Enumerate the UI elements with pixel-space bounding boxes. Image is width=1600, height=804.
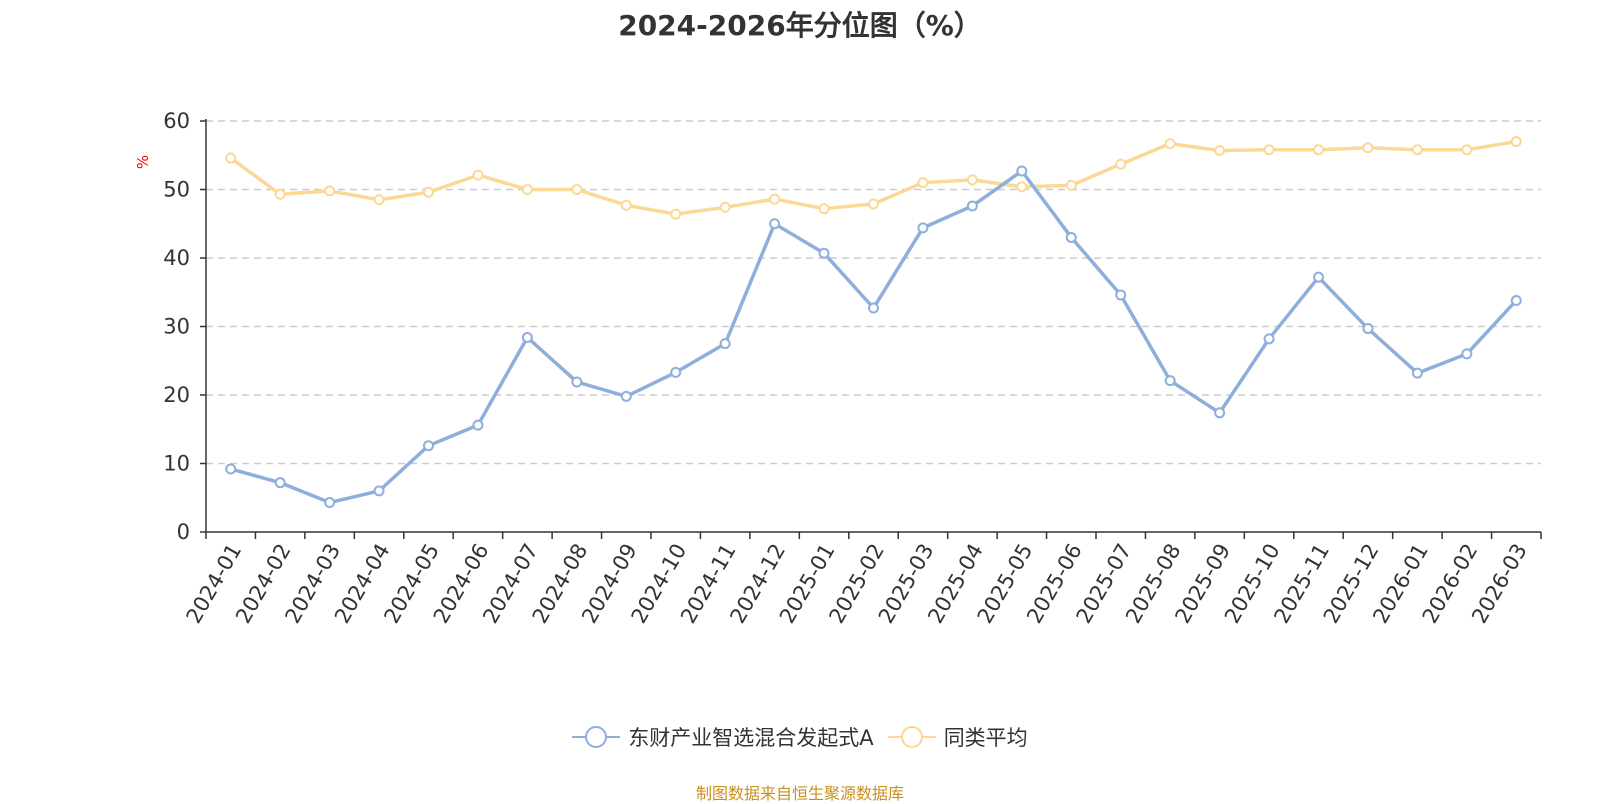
legend-item-fund[interactable]: 东财产业智选混合发起式A [572,722,874,752]
fund-point [1115,289,1127,301]
average-point [719,201,731,213]
average-point [620,199,632,211]
fund-point [472,419,484,431]
fund-point [225,463,237,475]
average-point [1214,144,1226,156]
fund-point [373,485,385,497]
fund-point [769,218,781,230]
average-point [225,152,237,164]
y-tick-label: 0 [177,520,190,544]
fund-point [1164,375,1176,387]
series-fund [225,165,1522,509]
y-tick-label: 10 [163,452,190,476]
legend-marker-average [887,726,936,748]
axes: 0102030405060%2024-012024-022024-032024-… [134,109,1542,627]
average-point [818,203,830,215]
fund-point [966,200,978,212]
fund-point [1510,294,1522,306]
average-point [966,174,978,186]
y-tick-label: 60 [163,109,190,133]
legend-item-average[interactable]: 同类平均 [887,722,1028,752]
average-point [1263,144,1275,156]
legend-label-fund: 东财产业智选混合发起式A [628,726,874,750]
fund-point [1411,367,1423,379]
fund-point [719,338,731,350]
average-point [1362,142,1374,154]
fund-point [1263,333,1275,345]
fund-point [620,390,632,402]
series-average [225,136,1522,220]
average-point [1510,136,1522,148]
average-point [521,184,533,195]
average-point [1016,181,1028,193]
average-point [769,193,781,205]
y-axis-label: % [134,155,152,169]
series-lines [225,136,1522,509]
fund-point [1016,165,1028,177]
fund-point [1214,407,1226,419]
y-tick-label: 30 [163,315,190,339]
source-note: 制图数据来自恒生聚源数据库 [695,784,904,803]
average-point [1313,144,1324,156]
average-point [917,177,929,189]
fund-point [274,477,286,489]
legend-label-average: 同类平均 [943,726,1028,750]
fund-point [1065,231,1077,243]
y-tick-label: 50 [163,178,190,202]
fund-point [1461,348,1473,360]
average-point [868,198,879,210]
fund-point [1313,271,1324,283]
fund-point [521,331,533,343]
average-point [1115,158,1127,170]
average-point [274,188,286,200]
fund-point [423,440,434,452]
legend-marker-fund [572,726,621,748]
fund-point [670,366,682,378]
average-point [1065,179,1077,191]
fund-line [230,169,1518,505]
average-point [1164,138,1176,150]
average-point [472,169,484,181]
fund-point [324,497,336,509]
grid-lines [206,120,1541,465]
average-point [1461,144,1473,156]
chart-title: 2024-2026年分位图（%） [618,9,982,42]
fund-point [571,376,583,388]
average-point [423,186,434,198]
average-point [670,208,682,220]
fund-point [917,222,929,234]
average-point [571,184,583,195]
y-tick-label: 20 [163,383,190,407]
y-tick-label: 40 [163,246,190,270]
fund-point [1362,323,1374,335]
average-point [324,185,336,197]
fund-point [818,247,830,259]
fund-point [868,302,879,314]
legend: 东财产业智选混合发起式A 同类平均 [0,722,1600,752]
average-point [373,194,385,206]
average-point [1411,144,1423,156]
